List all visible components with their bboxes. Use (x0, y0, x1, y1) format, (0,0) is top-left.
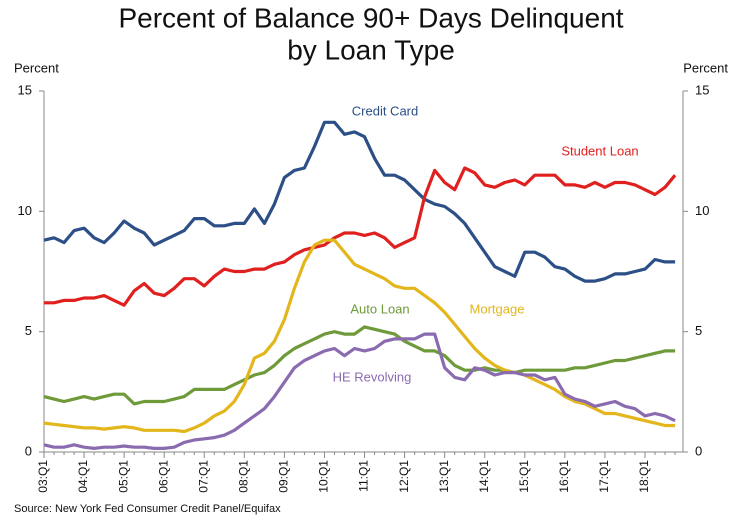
series-label: Credit Card (352, 103, 418, 118)
x-tick-label: 08:Q1 (237, 460, 251, 493)
x-tick-label: 13:Q1 (437, 460, 451, 493)
chart-title: Percent of Balance 90+ Days Delinquent (118, 2, 623, 33)
x-tick-label: 15:Q1 (517, 460, 531, 493)
y-tick-label: 15 (18, 82, 32, 97)
series-line (43, 120, 676, 283)
x-tick-label: 12:Q1 (397, 460, 411, 493)
x-tick-label: 10:Q1 (317, 460, 331, 493)
x-tick-label: 06:Q1 (156, 460, 170, 493)
x-tick-label: 07:Q1 (196, 460, 210, 493)
series-label: Student Loan (561, 143, 638, 158)
x-tick-label: 09:Q1 (277, 460, 291, 493)
chart-title: by Loan Type (287, 34, 455, 65)
x-tick-label: 16:Q1 (557, 460, 571, 493)
x-tick-label: 18:Q1 (637, 460, 651, 493)
y-tick-label: 5 (25, 323, 32, 338)
series-line (43, 325, 676, 406)
series-line (44, 166, 677, 307)
x-tick-label: 04:Q1 (76, 460, 90, 493)
x-tick-label: 03:Q1 (36, 460, 50, 493)
series-line (43, 332, 676, 450)
x-tick-label: 17:Q1 (597, 460, 611, 493)
y-tick-label: 10 (18, 203, 32, 218)
y2-tick-label: 5 (695, 323, 702, 338)
y-axis-label: Percent (14, 60, 59, 75)
x-tick-label: 14:Q1 (477, 460, 491, 493)
y2-tick-label: 15 (695, 82, 709, 97)
series-label: HE Revolving (333, 369, 412, 384)
series-label: Auto Loan (350, 301, 409, 316)
y2-tick-label: 10 (695, 203, 709, 218)
series-label: Mortgage (470, 301, 525, 316)
x-tick-label: 11:Q1 (357, 460, 371, 492)
y2-axis-label: Percent (683, 60, 728, 75)
x-tick-label: 05:Q1 (116, 460, 130, 493)
source-note: Source: New York Fed Consumer Credit Pan… (14, 503, 281, 515)
y-tick-label: 0 (25, 443, 32, 458)
series-line (43, 238, 676, 434)
y2-tick-label: 0 (695, 443, 702, 458)
